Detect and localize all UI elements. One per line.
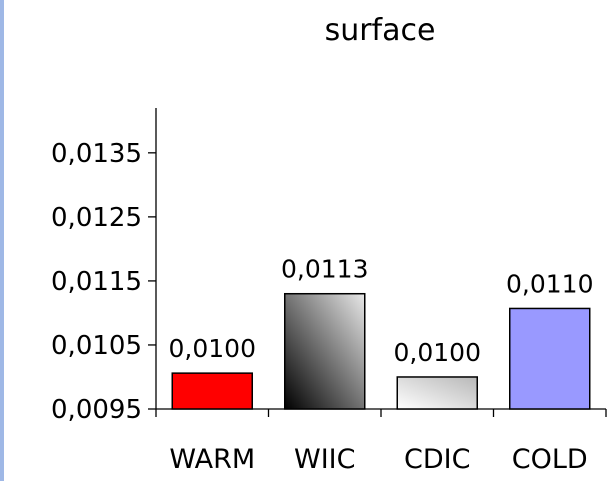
category-labels-group: WARM WIIC CDIC COLD — [169, 444, 587, 475]
data-labels-group: 0,0100 0,0113 0,0100 0,0110 — [169, 255, 594, 367]
category-label-cold: COLD — [512, 444, 588, 475]
bars-group — [171, 292, 591, 410]
data-label-cold: 0,0110 — [506, 269, 593, 298]
x-axis-ticks — [155, 409, 607, 417]
bar-cold — [509, 307, 591, 410]
bar-wiic — [284, 292, 366, 410]
data-label-warm: 0,0100 — [169, 334, 256, 363]
category-label-wiic: WIIC — [294, 444, 355, 475]
y-tick-label: 0,0125 — [51, 203, 142, 233]
chart-title: surface — [325, 13, 436, 48]
y-tick-label: 0,0105 — [51, 331, 142, 361]
category-label-warm: WARM — [169, 444, 255, 475]
y-axis-ticks: 0,0095 0,0105 0,0115 0,0125 0,0135 — [51, 139, 156, 425]
category-label-cdic: CDIC — [404, 444, 470, 475]
y-tick-label: 0,0115 — [51, 267, 142, 297]
data-label-cdic: 0,0100 — [394, 338, 481, 367]
y-tick-label: 0,0095 — [51, 395, 142, 425]
bar-cdic — [396, 376, 478, 410]
bar-warm — [171, 372, 253, 410]
left-edge-strip — [0, 0, 4, 481]
data-label-wiic: 0,0113 — [281, 255, 368, 284]
y-tick-label: 0,0135 — [51, 139, 142, 169]
